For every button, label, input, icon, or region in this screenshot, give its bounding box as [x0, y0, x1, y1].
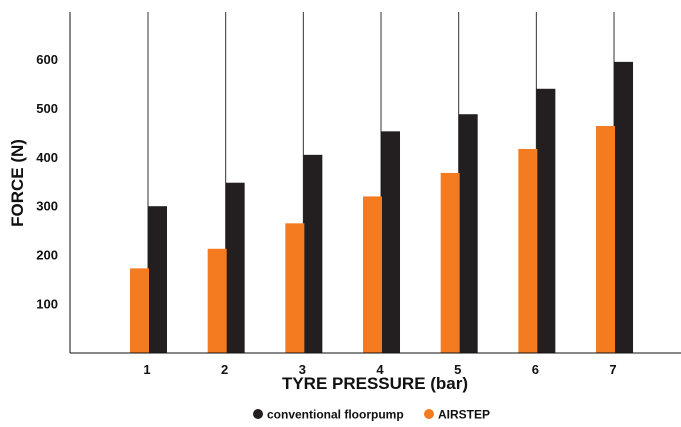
x-tick-label-7: 7 — [609, 362, 616, 377]
bar-conventional-5 — [458, 114, 478, 353]
x-tick-label-3: 3 — [299, 362, 306, 377]
y-axis-title: FORCE (N) — [8, 139, 27, 227]
bar-airstep-4 — [363, 196, 383, 353]
bar-conventional-1 — [148, 206, 167, 353]
legend: conventional floorpump AIRSTEP — [253, 408, 490, 422]
y-tick-labels: 100 200 300 400 500 600 — [36, 52, 58, 312]
legend-marker-airstep — [424, 409, 434, 419]
bar-conventional-3 — [303, 154, 323, 353]
x-tick-label-1: 1 — [143, 362, 150, 377]
x-tick-labels: 1 2 3 4 5 6 7 — [143, 362, 616, 377]
y-tick-label-500: 500 — [36, 101, 58, 116]
x-tick-label-5: 5 — [454, 362, 461, 377]
bar-airstep-7 — [596, 125, 616, 353]
bar-conventional-4 — [381, 131, 401, 353]
bars — [130, 61, 634, 353]
bar-airstep-3 — [285, 223, 305, 353]
bar-airstep-5 — [440, 172, 460, 353]
y-tick-label-200: 200 — [36, 248, 58, 263]
axes — [69, 12, 681, 354]
y-tick-label-600: 600 — [36, 52, 58, 67]
y-tick-label-100: 100 — [36, 297, 58, 312]
bar-conventional-2 — [225, 182, 245, 353]
x-tick-label-2: 2 — [221, 362, 228, 377]
bar-airstep-1 — [130, 268, 149, 353]
y-tick-label-400: 400 — [36, 150, 58, 165]
y-tick-label-300: 300 — [36, 199, 58, 214]
bar-airstep-6 — [518, 148, 538, 353]
x-tick-label-6: 6 — [532, 362, 539, 377]
legend-label-conventional: conventional floorpump — [267, 408, 404, 422]
legend-label-airstep: AIRSTEP — [438, 408, 490, 422]
bar-conventional-7 — [614, 61, 634, 353]
legend-marker-conventional — [253, 409, 263, 419]
x-tick-label-4: 4 — [376, 362, 384, 377]
bar-airstep-2 — [207, 248, 227, 353]
bar-conventional-6 — [536, 88, 556, 353]
x-axis-title: TYRE PRESSURE (bar) — [282, 374, 468, 393]
